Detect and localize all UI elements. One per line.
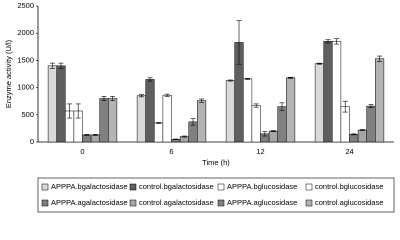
y-axis-label: Enzyme activity (U/l): [4, 39, 13, 108]
legend-swatch: [305, 199, 313, 207]
legend-label: control.agalactosidase: [139, 198, 214, 207]
x-tick-label: 24: [345, 147, 353, 156]
legend-frame: [37, 177, 395, 213]
chart: Enzyme activity (U/l) Time (h) 0 500 1000 1…: [4, 1, 395, 213]
bar: [375, 58, 385, 143]
bar: [108, 98, 118, 143]
x-tick-label: 12: [256, 147, 264, 156]
bar: [286, 77, 296, 143]
legend-label: APPPA.aglucosidase: [227, 198, 297, 207]
legend-label: control.bglucosidase: [315, 182, 383, 191]
bar: [314, 63, 324, 143]
y-tick-label: 1000: [17, 83, 34, 92]
bar: [268, 130, 278, 143]
bar: [90, 134, 100, 143]
bar: [349, 134, 359, 143]
legend-swatch: [41, 199, 49, 207]
bar: [366, 105, 376, 143]
y-tick-label: 2000: [17, 28, 34, 37]
bar: [162, 94, 172, 143]
bar: [357, 129, 367, 143]
legend-swatch: [305, 183, 313, 191]
y-tick-label: 1500: [17, 55, 34, 64]
bar: [154, 122, 164, 143]
legend-swatch: [129, 183, 137, 191]
legend-label: control.bgalactosidase: [139, 182, 214, 191]
legend-label: APPPA.bgalactosidase: [51, 182, 128, 191]
legend-label: control.aglucosidase: [315, 198, 383, 207]
legend-swatch: [129, 199, 137, 207]
bar: [47, 65, 57, 143]
y-tick-label: 2500: [17, 1, 34, 10]
legend-label: APPPA.bglucosidase: [227, 182, 297, 191]
bar: [243, 78, 253, 143]
legend-label: APPPA.agalactosidase: [51, 198, 128, 207]
bar: [99, 98, 109, 143]
x-tick-label: 0: [80, 147, 84, 156]
bar: [56, 65, 66, 143]
bar: [82, 134, 92, 143]
legend-swatch: [41, 183, 49, 191]
y-tick-label: 500: [21, 110, 34, 119]
legend-swatch: [217, 199, 225, 207]
x-tick-label: 6: [169, 147, 173, 156]
bar: [332, 41, 342, 143]
bar: [323, 41, 333, 143]
bar: [145, 79, 155, 143]
bar: [225, 80, 235, 143]
bar: [197, 100, 207, 143]
bar: [136, 95, 146, 143]
legend-swatch: [217, 183, 225, 191]
bar: [251, 105, 261, 143]
bar: [277, 106, 287, 143]
y-tick-label: 0: [30, 137, 34, 146]
x-axis-label: Time (h): [202, 158, 230, 167]
